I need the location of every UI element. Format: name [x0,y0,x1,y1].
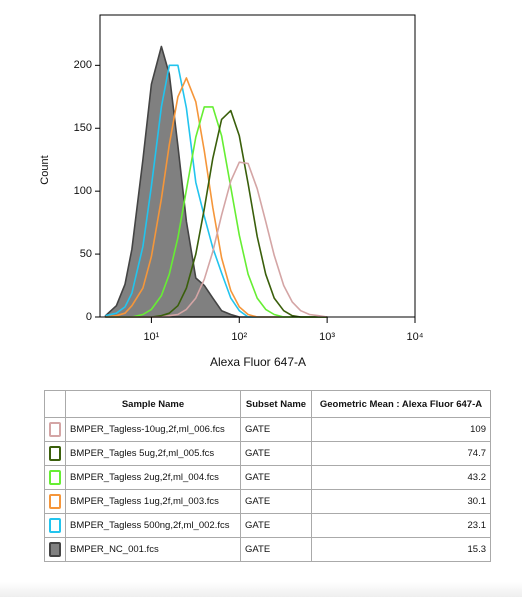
plot-frame [99,14,416,318]
table-row: BMPER_Tagless 1ug,2f,ml_003.fcs GATE 30.1 [44,489,491,514]
table-row: BMPER_Tagless 2ug,2f,ml_004.fcs GATE 43.2 [44,465,491,490]
swatch-cell [44,513,66,538]
y-tick-label: 50 [80,248,92,260]
chart: Count Alexa Fluor 647-A 0 50 100 150 200 10¹ 1… [39,14,424,369]
table-row: BMPER_Tagless-10ug,2f,ml_006.fcs GATE 109 [44,417,491,442]
y-tick-label: 150 [74,122,92,134]
swatch-cell [44,417,66,442]
header-cell: Subset Name [240,390,312,418]
header-cell: Geometric Mean : Alexa Fluor 647-A [311,390,491,418]
table-row: BMPER_NC_001.fcs GATE 15.3 [44,537,491,562]
table-cell: 30.1 [311,489,491,514]
x-tick-label: 10² [231,331,247,343]
table-cell: GATE [240,537,312,562]
table-cell: GATE [240,513,312,538]
x-tick-label: 10³ [319,331,335,343]
table-cell: BMPER_Tagless 500ng,2f,ml_002.fcs [65,513,241,538]
table-cell: GATE [240,441,312,466]
x-tick-label: 10¹ [143,331,159,343]
swatch-cell [44,441,66,466]
table-cell: GATE [240,465,312,490]
swatch-header [44,390,66,418]
row-swatch [49,518,61,533]
table-cell: GATE [240,489,312,514]
swatch-cell [44,537,66,562]
table-cell: GATE [240,417,312,442]
swatch-cell [44,489,66,514]
y-tick-label: 200 [74,59,92,71]
y-tick-label: 100 [74,185,92,197]
table-body: BMPER_Tagless-10ug,2f,ml_006.fcs GATE 109 B… [44,417,491,562]
table-row: BMPER_Tagles 5ug,2f,ml_005.fcs GATE 74.7 [44,441,491,466]
table-cell: BMPER_NC_001.fcs [65,537,241,562]
series-line [104,45,328,318]
table-cell: BMPER_Tagless-10ug,2f,ml_006.fcs [65,417,241,442]
swatch-cell [44,465,66,490]
row-swatch [49,542,61,557]
x-axis-label: Alexa Fluor 647-A [210,355,306,369]
table-cell: BMPER_Tagles 5ug,2f,ml_005.fcs [65,441,241,466]
header-row: Sample Name Subset Name Geometric Mean :… [44,390,491,418]
row-swatch [49,446,61,461]
table-cell: 109 [311,417,491,442]
stats-table: Sample Name Subset Name Geometric Mean :… [44,390,491,562]
footer-strip [0,582,522,597]
y-tick-label: 0 [86,311,92,323]
x-tick-label: 10⁴ [407,331,424,343]
y-axis-label: Count [39,155,51,184]
table-cell: 43.2 [311,465,491,490]
row-swatch [49,470,61,485]
table-cell: 23.1 [311,513,491,538]
header-cell: Sample Name [65,390,241,418]
row-swatch [49,494,61,509]
table-cell: BMPER_Tagless 2ug,2f,ml_004.fcs [65,465,241,490]
table-cell: BMPER_Tagless 1ug,2f,ml_003.fcs [65,489,241,514]
row-swatch [49,422,61,437]
table-cell: 74.7 [311,441,491,466]
table-cell: 15.3 [311,537,491,562]
table-row: BMPER_Tagless 500ng,2f,ml_002.fcs GATE 23.… [44,513,491,538]
